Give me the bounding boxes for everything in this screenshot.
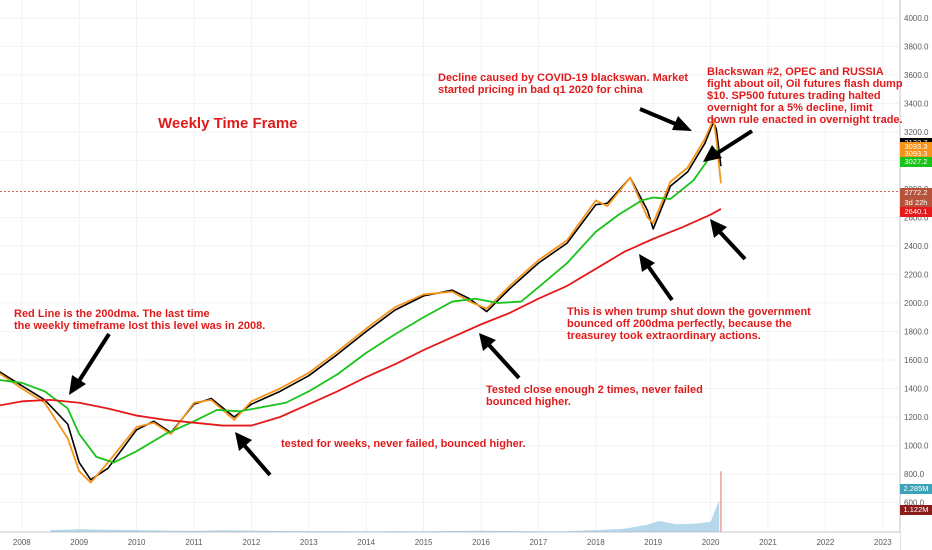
shutdown-line-1: This is when trump shut down the governm… — [567, 306, 811, 318]
arrow-opec-head — [703, 145, 722, 162]
opec-line-2: fight about oil, Oil futures flash dump — [707, 78, 903, 90]
shutdown-annotation: This is when trump shut down the governm… — [567, 306, 811, 342]
price-label-6: 2640.1 — [900, 206, 932, 217]
arrow-crash — [717, 229, 747, 261]
redline-annotation: Red Line is the 200dma. The last time th… — [14, 308, 265, 332]
weekly-time-frame-label: Weekly Time Frame — [158, 115, 298, 132]
opec-line-3: $10. SP500 futures trading halted — [707, 90, 881, 102]
volume-label-0: 2.285M — [900, 484, 932, 494]
arrow-shutdown-head — [639, 254, 655, 272]
tested2-line-2: bounced higher. — [486, 396, 571, 408]
x-axis-ticks: 2008 2009 2010 2011 2012 2013 2014 2015 2016 2017… — [13, 538, 892, 547]
arrow-tested-weeks — [242, 443, 272, 477]
opec-annotation: Blackswan #2, OPEC and RUSSIA fight abou… — [707, 66, 903, 126]
arrow-redline — [77, 332, 111, 383]
price-label-2: 3093.3 — [900, 149, 932, 160]
x-tick-4: 2012 — [243, 538, 261, 547]
shutdown-line-2: bounced off 200dma perfectly, because th… — [567, 318, 792, 330]
x-tick-11: 2019 — [644, 538, 662, 547]
redline-line-1: Red Line is the 200dma. The last time — [14, 308, 210, 320]
price-label-3: 3027.2 — [900, 156, 932, 167]
price-label-4: 2772.2 — [900, 187, 932, 198]
x-tick-6: 2014 — [357, 538, 375, 547]
price-label-5: 3d 22h — [900, 198, 932, 209]
y-tick-13: 1400.0 — [904, 385, 929, 394]
arrow-covid-head — [672, 116, 692, 131]
x-tick-9: 2017 — [529, 538, 547, 547]
covid-line-1: Decline caused by COVID-19 blackswan. Ma… — [438, 72, 689, 84]
series-line-0 — [0, 121, 722, 481]
grid — [0, 0, 900, 532]
tested-weeks-annotation: tested for weeks, never failed, bounced … — [281, 438, 526, 450]
arrow-opec — [714, 129, 754, 156]
series-line-3 — [0, 208, 722, 427]
y-tick-1: 3800.0 — [904, 43, 929, 52]
volume-label-1: 1.122M — [900, 505, 932, 515]
x-tick-14: 2022 — [816, 538, 834, 547]
arrow-shutdown — [646, 264, 674, 302]
x-tick-5: 2013 — [300, 538, 318, 547]
x-tick-3: 2011 — [185, 538, 203, 547]
arrow-redline-head — [69, 375, 86, 395]
x-tick-1: 2009 — [70, 538, 88, 547]
x-tick-10: 2018 — [587, 538, 605, 547]
opec-line-1: Blackswan #2, OPEC and RUSSIA — [707, 66, 884, 78]
price-label-1: 3093.3 — [900, 142, 932, 153]
tested2-annotation: Tested close enough 2 times, never faile… — [486, 384, 703, 408]
y-tick-7: 2600.0 — [904, 214, 929, 223]
x-tick-8: 2016 — [472, 538, 490, 547]
volume-area — [50, 499, 720, 532]
price-axis-panel[interactable] — [900, 0, 932, 550]
y-tick-0: 4000.0 — [904, 14, 929, 23]
x-tick-0: 2008 — [13, 538, 31, 547]
opec-line-5: down rule enacted in overnight trade. — [707, 114, 903, 126]
arrow-crash-head — [710, 219, 727, 238]
arrow-tested2 — [487, 343, 521, 380]
y-tick-9: 2200.0 — [904, 271, 929, 280]
price-series — [0, 118, 722, 484]
volume-bars — [50, 471, 722, 532]
arrow-tested-weeks-head — [235, 432, 252, 451]
y-tick-12: 1600.0 — [904, 356, 929, 365]
covid-annotation: Decline caused by COVID-19 blackswan. Ma… — [438, 72, 688, 96]
y-tick-16: 800.0 — [904, 470, 925, 479]
arrow-covid — [639, 107, 679, 127]
y-tick-10: 2000.0 — [904, 299, 929, 308]
y-tick-4: 3200.0 — [904, 128, 929, 137]
shutdown-line-3: treasurey took extraordinary actions. — [567, 330, 761, 342]
x-tick-2: 2010 — [128, 538, 146, 547]
series-line-1 — [0, 118, 722, 484]
y-tick-8: 2400.0 — [904, 242, 929, 251]
y-tick-15: 1000.0 — [904, 442, 929, 451]
x-tick-13: 2021 — [759, 538, 777, 547]
covid-line-2: started pricing in bad q1 2020 for china — [438, 84, 643, 96]
y-tick-3: 3400.0 — [904, 100, 929, 109]
x-tick-15: 2023 — [874, 538, 892, 547]
y-tick-11: 1800.0 — [904, 328, 929, 337]
x-tick-7: 2015 — [415, 538, 433, 547]
series-line-2 — [0, 149, 721, 464]
annotation-arrows — [69, 107, 754, 477]
y-tick-2: 3600.0 — [904, 71, 929, 80]
y-tick-17: 600.0 — [904, 499, 925, 508]
redline-line-2: the weekly timeframe lost this level was… — [14, 320, 266, 332]
x-tick-12: 2020 — [702, 538, 720, 547]
tested2-line-1: Tested close enough 2 times, never faile… — [486, 384, 703, 396]
opec-line-4: overnight for a 5% decline, limit — [707, 102, 873, 114]
time-axis-panel[interactable] — [0, 532, 900, 550]
arrow-tested2-head — [479, 333, 496, 351]
y-tick-14: 1200.0 — [904, 413, 929, 422]
